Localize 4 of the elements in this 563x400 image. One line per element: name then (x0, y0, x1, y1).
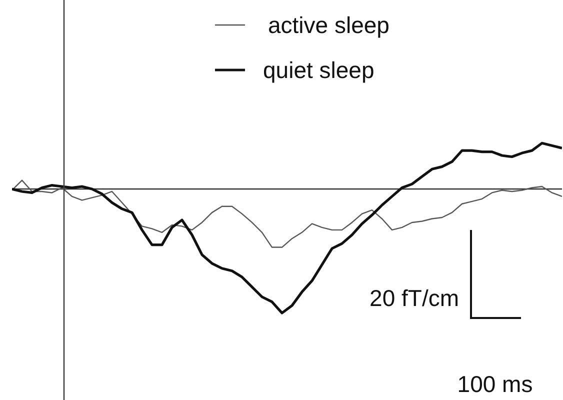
text: 100 ms (457, 371, 533, 397)
annotation: 20 fT/cm (370, 285, 459, 311)
legend-label: active sleep (268, 12, 390, 38)
legend-label: quiet sleep (263, 57, 374, 83)
